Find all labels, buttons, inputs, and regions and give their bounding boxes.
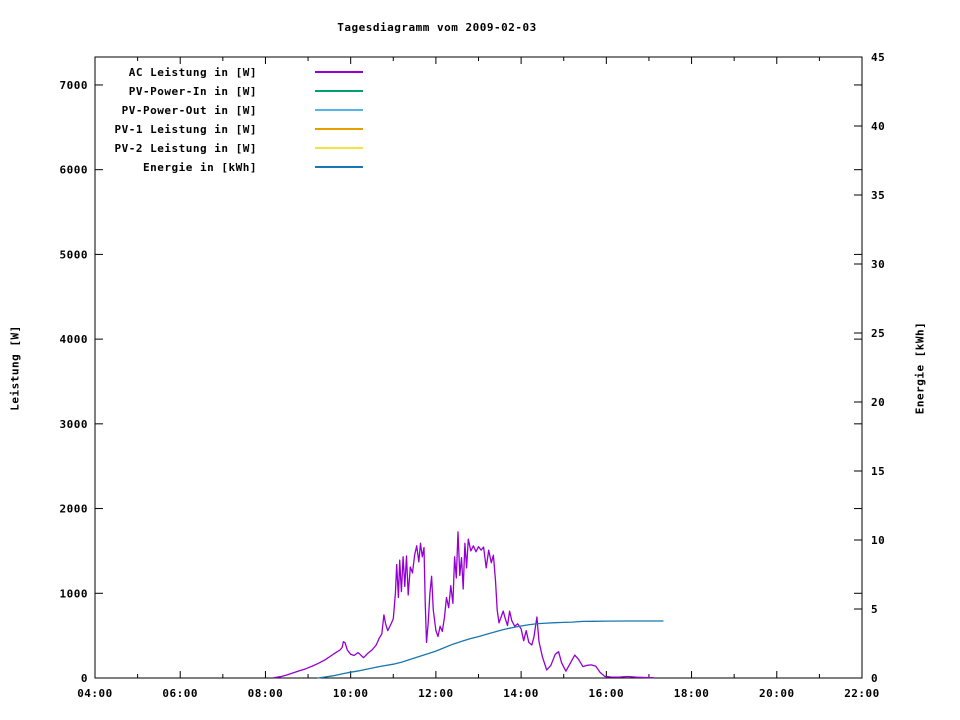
y-right-tick-label: 5: [871, 603, 878, 616]
y-left-tick-label: 0: [81, 672, 88, 685]
y-right-tick-label: 35: [871, 189, 885, 202]
legend-label: PV-1 Leistung in [W]: [115, 123, 257, 136]
y-right-tick-label: 25: [871, 327, 885, 340]
x-tick-label: 14:00: [503, 687, 539, 700]
legend-label: Energie in [kWh]: [143, 161, 257, 174]
y-left-tick-label: 6000: [60, 164, 89, 177]
y-right-tick-label: 30: [871, 258, 885, 271]
legend-label: PV-Power-Out in [W]: [122, 104, 257, 117]
left-axis-label: Leistung [W]: [8, 325, 22, 411]
x-tick-label: 22:00: [844, 687, 880, 700]
legend-label: PV-2 Leistung in [W]: [115, 142, 257, 155]
legend-label: AC Leistung in [W]: [129, 66, 257, 79]
x-tick-label: 08:00: [248, 687, 284, 700]
x-tick-label: 18:00: [674, 687, 710, 700]
x-tick-label: 12:00: [418, 687, 454, 700]
x-tick-label: 10:00: [333, 687, 369, 700]
right-axis-label: Energie [kWh]: [913, 321, 927, 415]
y-left-tick-label: 1000: [60, 587, 89, 600]
y-left-tick-label: 3000: [60, 418, 89, 431]
x-tick-label: 16:00: [589, 687, 625, 700]
x-tick-label: 04:00: [77, 687, 113, 700]
y-right-tick-label: 10: [871, 534, 885, 547]
y-right-tick-label: 45: [871, 51, 885, 64]
y-left-tick-label: 5000: [60, 248, 89, 261]
y-right-tick-label: 0: [871, 672, 878, 685]
series-right: [317, 620, 664, 679]
chart-title: Tagesdiagramm vom 2009-02-03: [337, 21, 537, 34]
y-left-tick-label: 2000: [60, 503, 89, 516]
series-left: [273, 531, 654, 679]
y-right-tick-label: 40: [871, 120, 885, 133]
y-right-tick-label: 15: [871, 465, 885, 478]
legend-label: PV-Power-In in [W]: [129, 85, 257, 98]
y-left-tick-label: 7000: [60, 79, 89, 92]
y-left-tick-label: 4000: [60, 333, 89, 346]
y-right-tick-label: 20: [871, 396, 885, 409]
x-tick-label: 20:00: [759, 687, 795, 700]
x-tick-label: 06:00: [162, 687, 198, 700]
